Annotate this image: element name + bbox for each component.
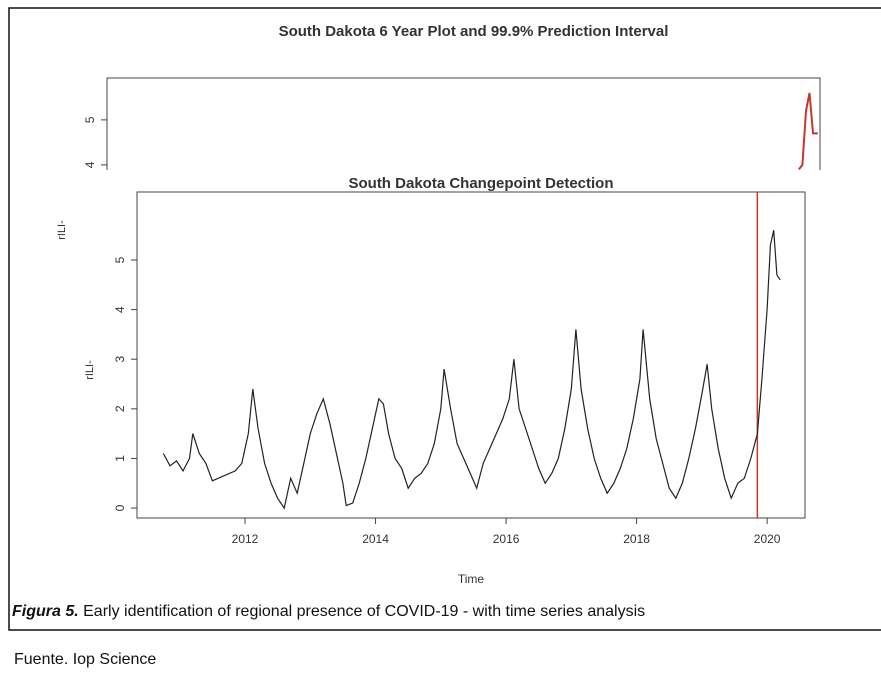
x-tick-label: 2020 [754,532,781,546]
x-tick-label: 2016 [493,532,520,546]
x-tick-label: 2018 [623,532,650,546]
plot-frame [136,191,806,519]
y-tick-label: 0 [113,504,127,511]
caption-source: Fuente. Iop Science [14,651,156,668]
data-line [162,230,781,510]
y-tick-label: 1 [113,455,127,462]
y-tick-label: 4 [83,161,97,168]
y-tick-label: 5 [83,116,97,123]
y-tick-label: 3 [113,356,127,363]
figure-border [8,7,881,631]
y-tick-label: 2 [113,405,127,412]
data-line [798,92,818,171]
y-tick-label: 4 [113,306,127,313]
y-axis-label: rILI- [84,360,96,380]
x-axis-label: Time [458,572,485,586]
y-axis-label: rILI- [56,220,68,240]
chart-title: South Dakota Changepoint Detection [348,175,613,192]
y-tick-label: 5 [113,256,127,263]
main-chart: South Dakota Changepoint Detection rILI- T… [84,175,806,586]
chart-title: South Dakota 6 Year Plot and 99.9% Predi… [279,23,669,40]
overlay-panel [82,170,881,590]
caption-text: Early identification of regional presenc… [79,603,645,620]
caption-label: Figura 5. [12,603,79,620]
x-tick-label: 2014 [362,532,389,546]
caption: Figura 5. Early identification of region… [12,603,645,620]
x-tick-label: 2012 [232,532,259,546]
